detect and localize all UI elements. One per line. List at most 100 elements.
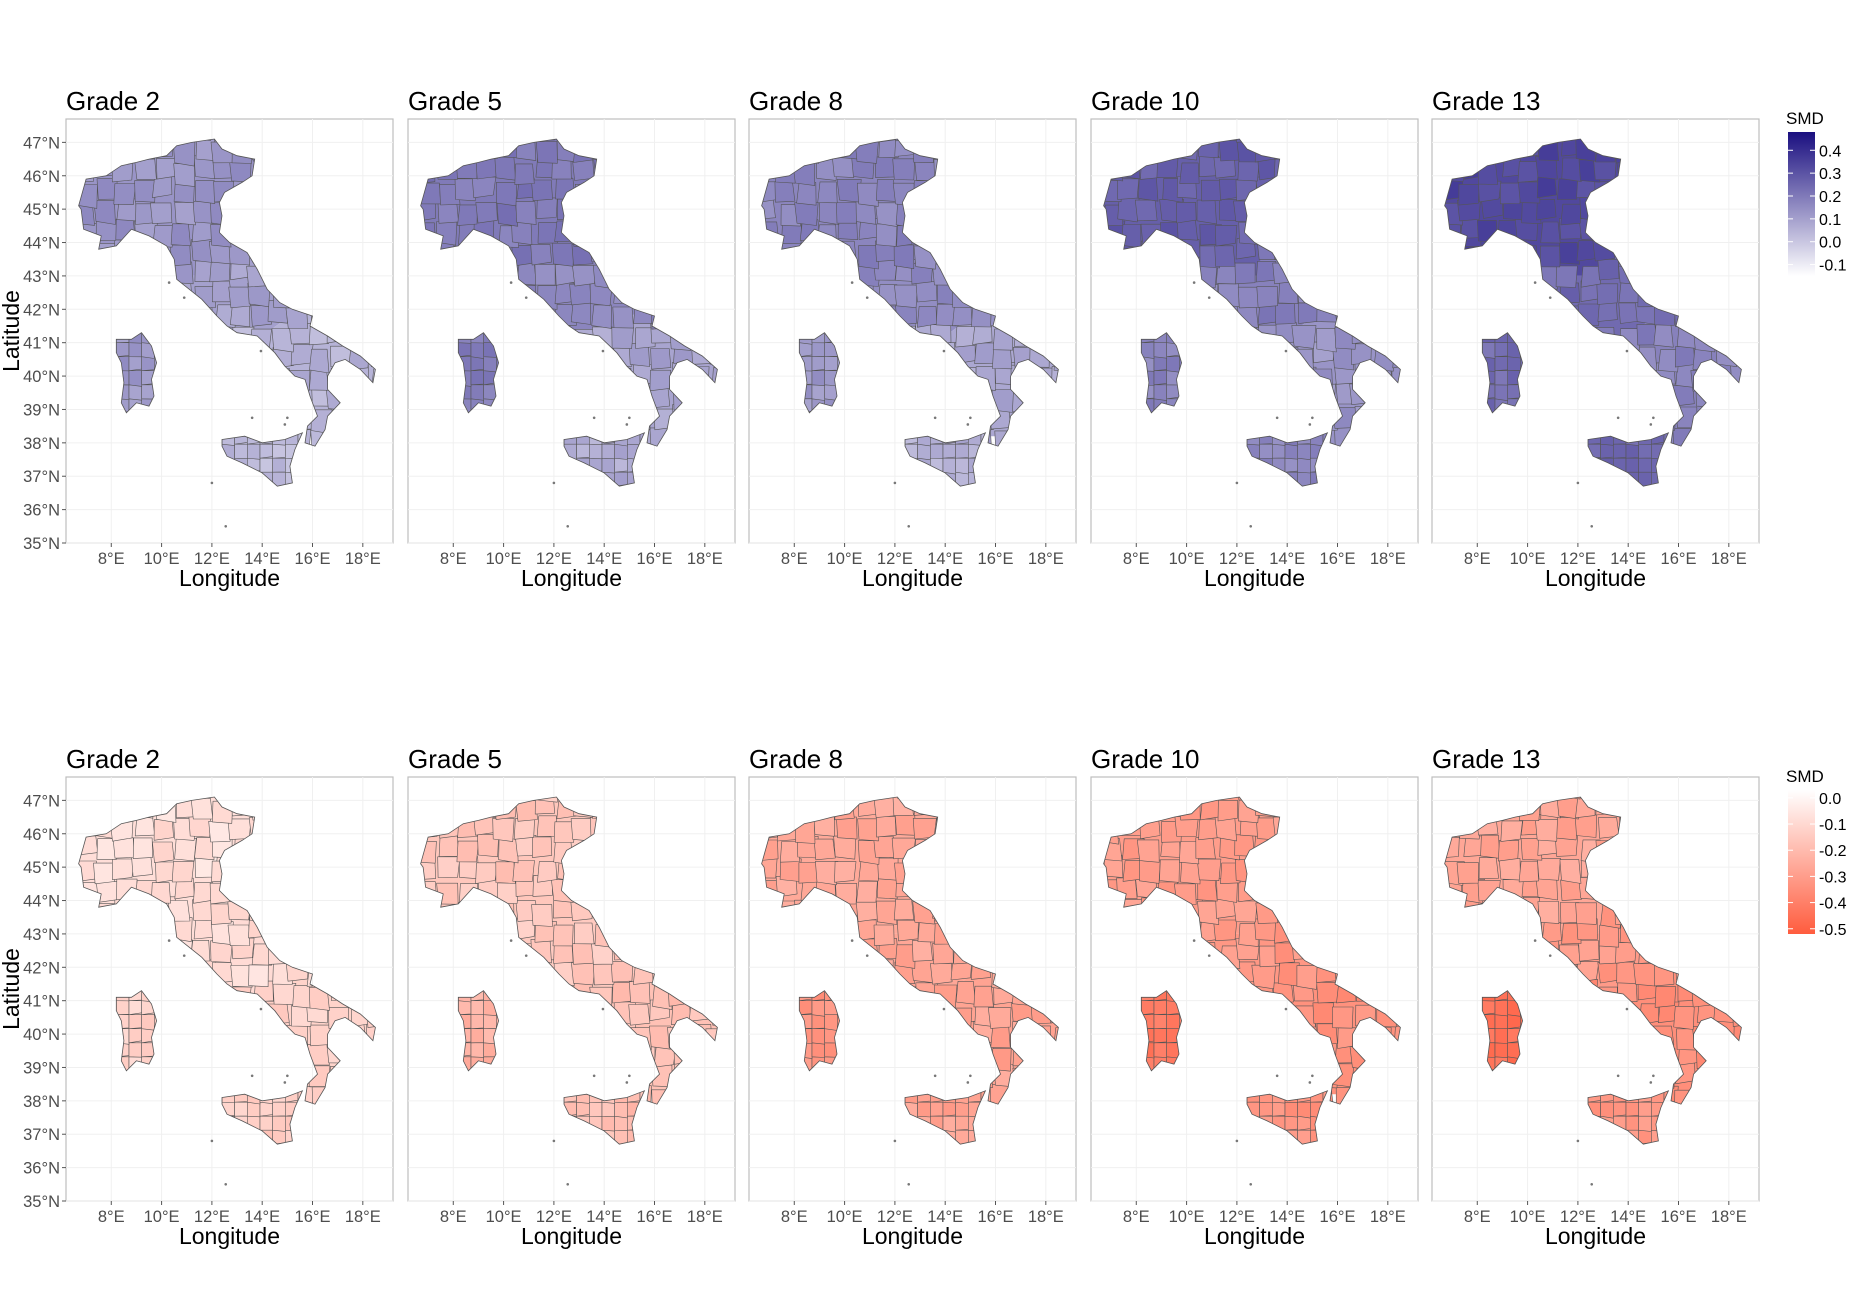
mainland-outline xyxy=(761,138,1059,447)
province xyxy=(601,1101,616,1117)
province xyxy=(153,819,174,841)
map-panel-r0c0: Grade 2 8°E 10°E 12°E 14°E 16°E 18°E Longitude 3… xyxy=(0,86,394,591)
island-outline xyxy=(1587,1090,1670,1145)
x-tick-label: 14°E xyxy=(586,550,622,568)
province xyxy=(811,1042,826,1058)
province xyxy=(1638,457,1652,473)
province xyxy=(576,1101,590,1117)
island-outline xyxy=(1246,1090,1329,1145)
province xyxy=(1153,356,1167,372)
province xyxy=(470,1042,485,1058)
y-tick-label: 43°N xyxy=(23,926,60,944)
province xyxy=(878,139,900,158)
province xyxy=(536,197,558,219)
province xyxy=(1233,900,1258,923)
province xyxy=(170,223,191,247)
map-panel-r1c1: Grade 5 8°E 10°E 12°E 14°E 16°E 18°E Longitude xyxy=(407,744,736,1249)
x-axis-title: Longitude xyxy=(1545,1223,1646,1249)
islet xyxy=(850,281,854,284)
province xyxy=(1284,1101,1298,1118)
islet xyxy=(1649,423,1653,426)
province xyxy=(876,223,898,247)
province xyxy=(1613,1101,1627,1117)
province xyxy=(955,1115,969,1131)
x-tick-label: 18°E xyxy=(1370,550,1406,568)
province xyxy=(1153,370,1167,386)
legend-tick-label: -0.1 xyxy=(1819,817,1847,834)
x-tick-label: 8°E xyxy=(440,550,467,568)
province xyxy=(174,877,195,900)
province xyxy=(955,457,969,475)
x-tick-label: 10°E xyxy=(144,1208,180,1226)
province xyxy=(1555,265,1578,288)
province xyxy=(470,384,485,401)
province xyxy=(1494,1028,1508,1044)
x-axis-title: Longitude xyxy=(862,565,963,591)
x-tick-label: 12°E xyxy=(1219,550,1255,568)
province xyxy=(1297,457,1311,474)
province xyxy=(614,457,628,473)
province xyxy=(873,797,896,818)
x-tick-label: 12°E xyxy=(1560,550,1596,568)
province xyxy=(495,356,499,372)
province xyxy=(150,202,173,224)
panel-title: Grade 13 xyxy=(1432,744,1540,774)
province xyxy=(1673,1005,1695,1030)
islet xyxy=(224,1183,228,1186)
x-tick-label: 8°E xyxy=(98,1208,125,1226)
islet xyxy=(1207,296,1211,299)
y-tick-label: 42°N xyxy=(23,301,60,319)
province xyxy=(483,356,497,373)
province xyxy=(1176,202,1197,224)
islet xyxy=(524,954,528,957)
islet xyxy=(592,416,596,420)
province xyxy=(470,356,485,372)
province xyxy=(1216,262,1237,285)
islet xyxy=(1616,1074,1620,1078)
province xyxy=(211,921,234,946)
province xyxy=(817,181,838,204)
province xyxy=(128,342,142,358)
islet xyxy=(509,939,513,942)
province xyxy=(942,1101,957,1117)
map-panel-r0c1: Grade 5 8°E 10°E 12°E 14°E 16°E 18°E Longitude xyxy=(407,86,736,591)
province xyxy=(990,1026,1011,1048)
x-tick-label: 8°E xyxy=(440,1208,467,1226)
islet xyxy=(1308,423,1312,426)
islet xyxy=(1533,281,1537,284)
map-panel-r0c2: Grade 8 8°E 10°E 12°E 14°E 16°E 18°E Longitude xyxy=(748,86,1077,591)
province xyxy=(942,1115,957,1133)
province xyxy=(856,182,879,207)
islet xyxy=(969,416,972,420)
province xyxy=(1297,443,1311,461)
province xyxy=(1638,1115,1652,1132)
mainland-outline xyxy=(78,796,376,1105)
panel-title: Grade 2 xyxy=(66,86,160,116)
island-outline xyxy=(457,990,500,1072)
province xyxy=(1559,859,1582,884)
province xyxy=(811,1014,826,1029)
islet xyxy=(566,1183,570,1186)
province xyxy=(112,837,135,859)
x-tick-label: 14°E xyxy=(244,1208,280,1226)
islet xyxy=(1207,954,1211,957)
province xyxy=(974,342,995,364)
province xyxy=(819,200,840,225)
province xyxy=(875,179,897,202)
province xyxy=(1541,922,1562,944)
province xyxy=(532,836,553,858)
y-tick-label: 44°N xyxy=(23,235,60,253)
province xyxy=(1556,797,1580,820)
panel-title: Grade 13 xyxy=(1432,86,1540,116)
x-tick-label: 16°E xyxy=(1661,1208,1697,1226)
province xyxy=(1159,859,1180,883)
mainland-outline xyxy=(1103,138,1401,447)
panel-title: Grade 5 xyxy=(408,86,502,116)
map-panel-r0c4: Grade 13 8°E 10°E 12°E 14°E 16°E 18°E Longitude xyxy=(1431,86,1760,591)
province xyxy=(513,818,535,840)
province xyxy=(1275,303,1296,325)
province xyxy=(113,183,136,205)
province xyxy=(1284,457,1298,473)
province xyxy=(1498,858,1521,881)
island-outline xyxy=(563,1090,646,1145)
